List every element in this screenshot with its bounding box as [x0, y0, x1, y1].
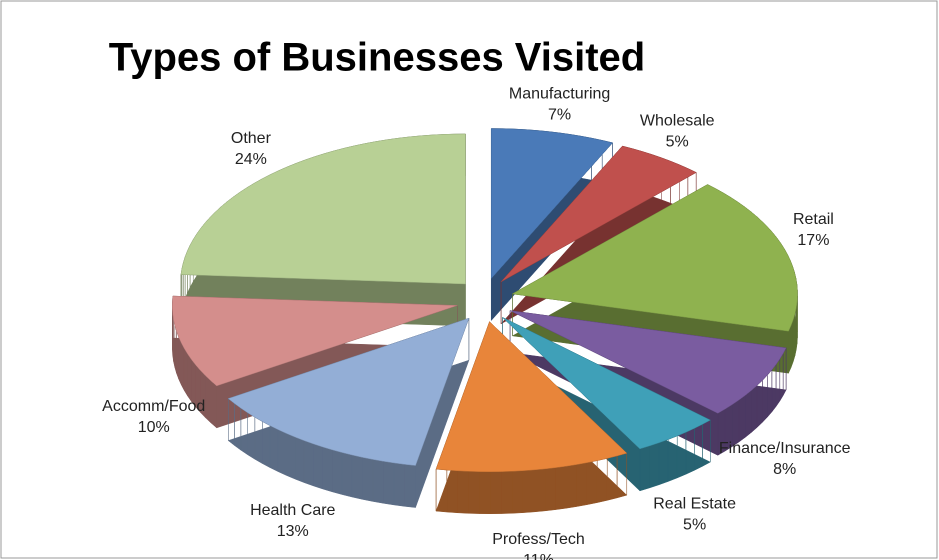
slice-top — [502, 317, 711, 450]
slice-top — [180, 133, 466, 285]
chart-title: Types of Businesses Visited — [109, 36, 646, 80]
slice — [509, 310, 787, 456]
slice-top — [490, 128, 614, 280]
slice — [435, 321, 628, 514]
slice-top — [227, 317, 470, 466]
slice-label: Other — [231, 130, 272, 147]
slice — [502, 316, 711, 492]
slice-value-label: 5% — [683, 516, 706, 533]
slice-label: Retail — [793, 211, 834, 228]
slice-top — [509, 310, 787, 414]
slice-value-label: 24% — [235, 151, 267, 168]
slice-label: Health Care — [250, 502, 335, 519]
slice-top — [500, 145, 697, 283]
slice-value-label: 7% — [548, 107, 571, 124]
slice-label: Accomm/Food — [102, 398, 205, 415]
slice — [180, 133, 466, 327]
slice-label: Wholesale — [640, 112, 715, 129]
slice-label: Manufacturing — [509, 86, 610, 103]
slice — [490, 128, 614, 322]
slice-value-label: 5% — [666, 133, 689, 150]
slice-value-label: 8% — [773, 461, 796, 478]
slice-value-label: 11% — [523, 552, 554, 560]
slice-top — [511, 184, 798, 332]
slice — [227, 317, 470, 508]
slice-label: Real Estate — [653, 495, 736, 512]
slice-value-label: 10% — [138, 419, 170, 436]
slice-label: Finance/Insurance — [719, 440, 851, 457]
slice-value-label: 17% — [797, 232, 829, 249]
slice-top — [172, 295, 458, 387]
slice-top — [435, 321, 628, 472]
slice-label: Profess/Tech — [492, 531, 584, 548]
slice-value-label: 13% — [277, 523, 309, 540]
